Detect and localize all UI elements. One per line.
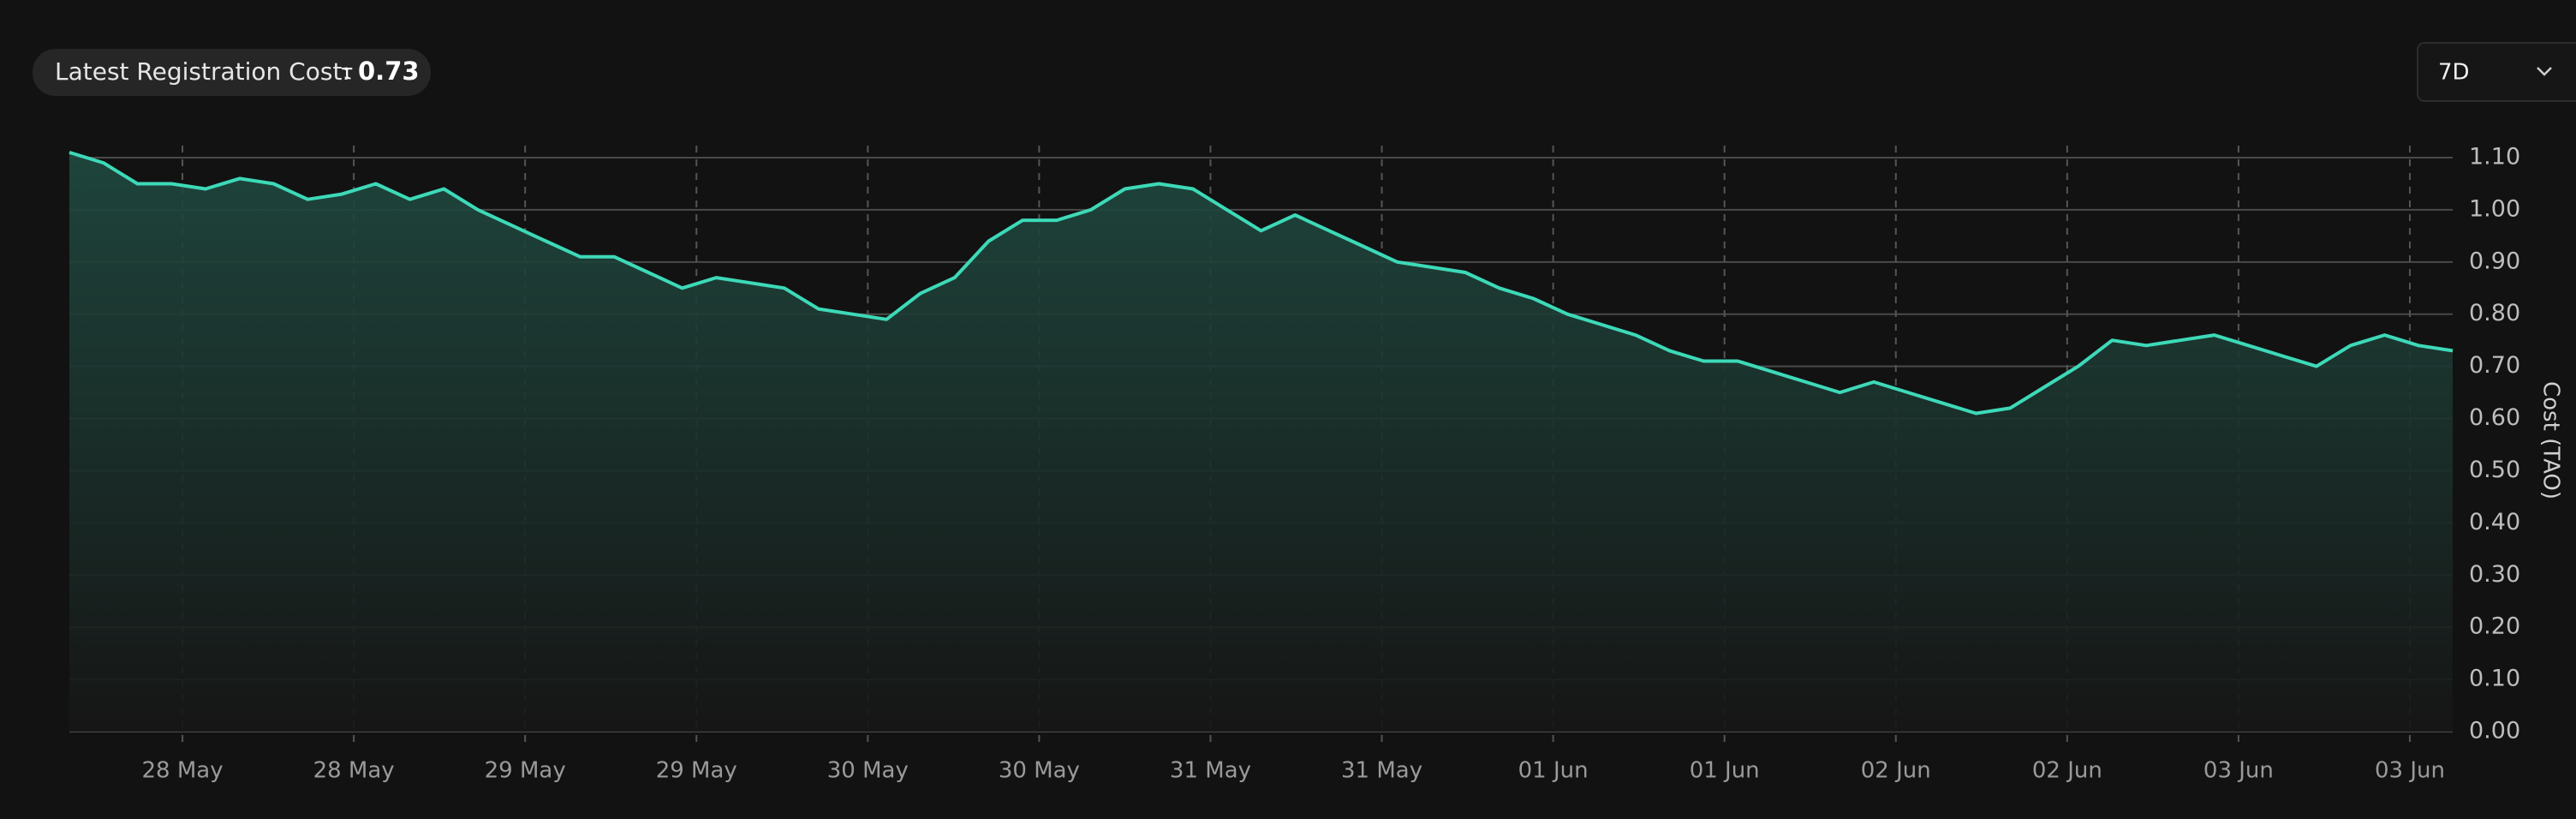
badge-label: Latest Registration Cost: bbox=[55, 57, 350, 86]
y-tick-label: 0.30 bbox=[2469, 561, 2520, 588]
badge-symbol: τ bbox=[341, 60, 353, 84]
y-tick-label: 0.60 bbox=[2469, 404, 2520, 431]
range-label[interactable]: 7D bbox=[2438, 60, 2470, 86]
y-tick-label: 0.50 bbox=[2469, 457, 2520, 483]
x-tick-label: 28 May bbox=[313, 758, 395, 784]
cost-badge bbox=[33, 49, 431, 96]
x-tick-label: 03 Jun bbox=[2203, 758, 2274, 784]
y-tick-label: 0.10 bbox=[2469, 666, 2520, 692]
x-tick-label: 01 Jun bbox=[1690, 758, 1760, 784]
plot: 0.00 0.10 0.20 0.30 0.40 0.50 0.60 0.70 0.80 0.90… bbox=[69, 144, 2520, 784]
x-tick-label: 01 Jun bbox=[1518, 758, 1589, 784]
range-dropdown[interactable] bbox=[2417, 42, 2576, 102]
x-tick-label: 29 May bbox=[485, 758, 566, 784]
y-tick-label: 1.10 bbox=[2469, 144, 2520, 170]
x-tick-label: 03 Jun bbox=[2375, 758, 2445, 784]
y-tick-label: 0.20 bbox=[2469, 613, 2520, 640]
area-fill bbox=[69, 152, 2453, 732]
x-tick-label: 30 May bbox=[999, 758, 1080, 784]
x-tick-label: 02 Jun bbox=[2032, 758, 2102, 784]
y-tick-label: 0.70 bbox=[2469, 352, 2520, 379]
x-tick-label: 31 May bbox=[1170, 758, 1251, 784]
y-tick-label: 0.40 bbox=[2469, 509, 2520, 535]
y-tick-label: 1.00 bbox=[2469, 195, 2520, 222]
x-tick-label: 30 May bbox=[827, 758, 909, 784]
y-tick-label: 0.80 bbox=[2469, 300, 2520, 326]
x-tick-label: 31 May bbox=[1341, 758, 1422, 784]
badge-value: 0.73 bbox=[358, 57, 420, 86]
y-tick-label: 0.90 bbox=[2469, 248, 2520, 274]
x-tick-label: 28 May bbox=[141, 758, 223, 784]
dropdown-chevron[interactable] bbox=[2537, 67, 2552, 76]
x-tick-label: 29 May bbox=[656, 758, 737, 784]
y-tick-label: 0.00 bbox=[2469, 718, 2520, 744]
y-axis-label: Cost (TAO) bbox=[2538, 381, 2564, 499]
x-tick-label: 02 Jun bbox=[1861, 758, 1931, 784]
cost-line bbox=[69, 150, 2454, 415]
